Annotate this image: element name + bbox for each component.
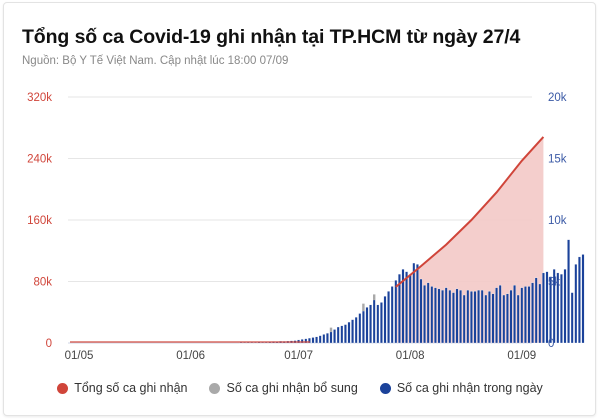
x-axis: 01/05 01/06 01/07 01/08 01/09 [65,350,537,362]
svg-text:20k: 20k [548,92,567,104]
svg-text:01/07: 01/07 [284,350,313,362]
legend-label: Số ca ghi nhận trong ngày [396,381,543,395]
chart-legend: Tổng số ca ghi nhận Số ca ghi nhận bổ su… [0,381,600,395]
legend-item-cumulative[interactable]: Tổng số ca ghi nhận [57,381,187,395]
legend-label: Số ca ghi nhận bổ sung [226,381,358,395]
chart-subtitle: Nguồn: Bộ Y Tế Việt Nam. Cập nhật lúc 18… [22,55,289,67]
svg-text:5k: 5k [548,277,560,289]
legend-item-daily[interactable]: Số ca ghi nhận trong ngày [379,381,543,395]
right-axis: 0 5k 10k 15k 20k [548,92,567,350]
cumulative-line [70,136,545,343]
svg-text:10k: 10k [548,215,567,227]
svg-text:01/08: 01/08 [396,350,425,362]
svg-text:0: 0 [548,338,554,350]
legend-item-supplementary[interactable]: Số ca ghi nhận bổ sung [209,381,358,395]
chart-title: Tổng số ca Covid-19 ghi nhận tại TP.HCM … [22,26,521,48]
legend-dot-icon [209,382,221,394]
svg-text:0: 0 [46,338,52,350]
daily-bars [239,239,585,344]
svg-text:01/06: 01/06 [176,350,205,362]
svg-text:320k: 320k [27,92,52,104]
legend-dot-icon [57,382,69,394]
svg-text:80k: 80k [33,277,52,289]
svg-text:240k: 240k [27,154,52,166]
svg-text:01/05: 01/05 [65,350,94,362]
legend-dot-icon [379,382,391,394]
svg-text:01/09: 01/09 [507,350,536,362]
svg-text:15k: 15k [548,154,567,166]
legend-label: Tổng số ca ghi nhận [74,381,188,395]
svg-text:160k: 160k [27,215,52,227]
left-axis: 0 80k 160k 240k 320k [27,92,52,350]
